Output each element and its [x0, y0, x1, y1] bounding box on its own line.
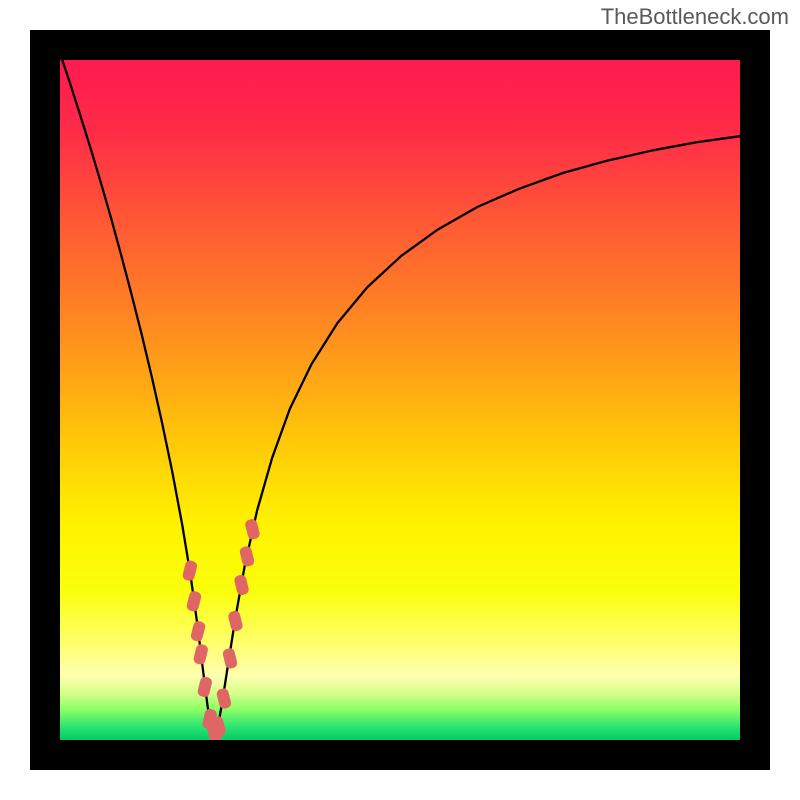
chart-stage: TheBottleneck.com [0, 0, 800, 800]
plot-background [60, 60, 740, 740]
watermark-text: TheBottleneck.com [601, 4, 789, 29]
chart-svg: TheBottleneck.com [0, 0, 800, 800]
